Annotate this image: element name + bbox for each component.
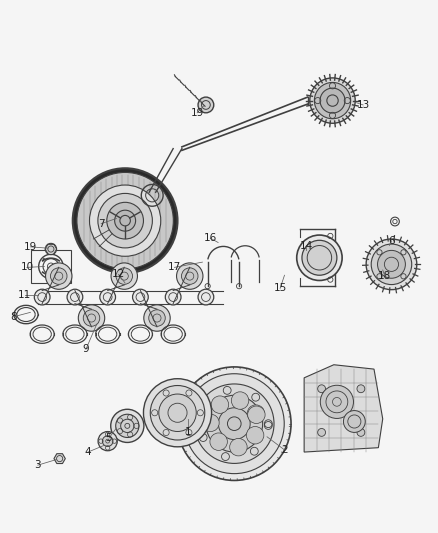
Circle shape xyxy=(302,240,337,275)
Circle shape xyxy=(211,396,229,414)
Circle shape xyxy=(194,384,274,463)
Circle shape xyxy=(366,239,417,289)
Circle shape xyxy=(371,244,412,285)
Circle shape xyxy=(89,185,161,256)
Circle shape xyxy=(111,263,138,289)
Circle shape xyxy=(83,310,100,326)
Circle shape xyxy=(198,289,214,305)
Text: 16: 16 xyxy=(204,233,217,243)
Circle shape xyxy=(310,78,355,123)
Circle shape xyxy=(231,392,249,409)
Circle shape xyxy=(116,414,139,438)
Circle shape xyxy=(144,379,212,447)
Text: 2: 2 xyxy=(281,445,288,455)
Text: 13: 13 xyxy=(357,100,370,110)
Circle shape xyxy=(50,268,67,285)
Circle shape xyxy=(210,433,227,450)
Text: 10: 10 xyxy=(20,262,33,272)
Circle shape xyxy=(320,385,353,418)
Circle shape xyxy=(357,429,365,437)
Circle shape xyxy=(67,289,83,305)
Text: 12: 12 xyxy=(112,269,125,279)
Polygon shape xyxy=(304,365,383,452)
Circle shape xyxy=(247,405,265,422)
Circle shape xyxy=(230,439,247,456)
Circle shape xyxy=(343,410,365,432)
Circle shape xyxy=(133,289,148,305)
Circle shape xyxy=(247,406,265,424)
Text: 14: 14 xyxy=(300,240,313,251)
Circle shape xyxy=(297,235,342,280)
Circle shape xyxy=(159,394,196,432)
Text: 15: 15 xyxy=(273,284,287,293)
Circle shape xyxy=(149,310,165,326)
Text: 4: 4 xyxy=(85,447,92,457)
Circle shape xyxy=(206,395,263,452)
Circle shape xyxy=(150,385,205,440)
Circle shape xyxy=(46,263,72,289)
Circle shape xyxy=(98,193,152,248)
Text: 18: 18 xyxy=(378,271,392,281)
Circle shape xyxy=(100,289,116,305)
Circle shape xyxy=(73,168,177,273)
Polygon shape xyxy=(54,454,65,464)
Circle shape xyxy=(45,244,57,255)
Circle shape xyxy=(116,268,133,285)
Circle shape xyxy=(115,210,136,231)
Circle shape xyxy=(78,305,105,331)
Circle shape xyxy=(202,414,219,432)
Circle shape xyxy=(318,429,325,437)
Circle shape xyxy=(144,305,170,331)
Circle shape xyxy=(77,173,173,269)
Text: 9: 9 xyxy=(82,344,89,354)
Circle shape xyxy=(177,263,203,289)
Circle shape xyxy=(198,97,214,113)
Circle shape xyxy=(102,436,113,447)
Text: 19: 19 xyxy=(24,242,37,252)
Circle shape xyxy=(177,367,291,480)
Text: 11: 11 xyxy=(18,290,32,300)
Circle shape xyxy=(181,268,198,285)
Circle shape xyxy=(318,385,325,393)
Text: 8: 8 xyxy=(11,312,17,322)
Circle shape xyxy=(184,374,284,474)
Circle shape xyxy=(247,426,264,444)
Circle shape xyxy=(111,409,144,442)
Circle shape xyxy=(320,88,345,113)
Text: 19: 19 xyxy=(191,108,204,118)
Circle shape xyxy=(378,251,406,278)
Text: 7: 7 xyxy=(98,219,104,229)
Circle shape xyxy=(357,385,365,393)
Circle shape xyxy=(314,83,351,119)
Circle shape xyxy=(34,289,50,305)
Circle shape xyxy=(98,432,117,451)
Circle shape xyxy=(165,289,181,305)
Circle shape xyxy=(219,408,250,440)
Text: 3: 3 xyxy=(35,460,41,470)
Text: 1: 1 xyxy=(185,427,192,438)
Circle shape xyxy=(107,203,144,239)
Text: 5: 5 xyxy=(106,433,112,443)
Text: 17: 17 xyxy=(168,262,181,272)
Text: 6: 6 xyxy=(388,236,395,246)
